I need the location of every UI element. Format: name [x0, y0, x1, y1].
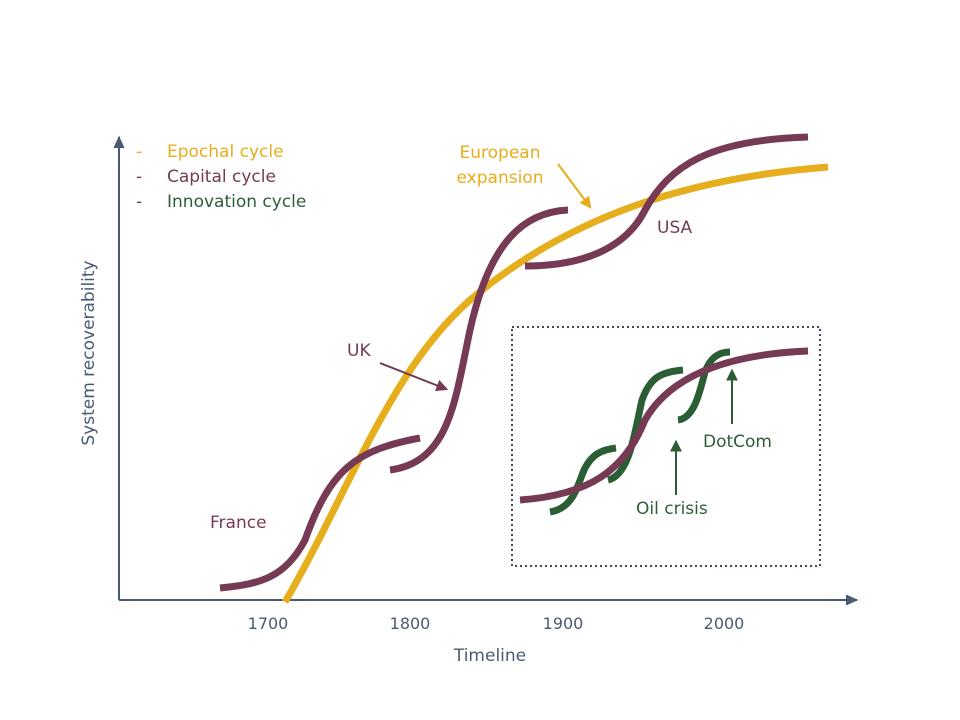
- uk-arrow: [379, 362, 449, 392]
- legend-label-epochal: Epochal cycle: [167, 142, 284, 162]
- label-france: France: [210, 513, 267, 533]
- label-dotcom: DotCom: [703, 432, 772, 452]
- x-tick-label: 1800: [390, 614, 431, 633]
- legend-dash-capital: -: [136, 167, 142, 187]
- legend-label-capital: Capital cycle: [167, 167, 276, 187]
- innovation-cycle-2: [606, 366, 684, 484]
- x-tick-label: 1900: [543, 614, 584, 633]
- legend-dash-epochal: -: [136, 142, 142, 162]
- epochal-cycle-curve: [281, 163, 829, 604]
- innovation-cycle-1: [549, 444, 617, 516]
- european-expansion-arrow: [557, 163, 592, 209]
- capital-cycle-france: [219, 434, 421, 592]
- capital-cycle-inset: [519, 347, 809, 504]
- capital-cycle-uk: [389, 206, 569, 474]
- x-axis-title: Timeline: [453, 646, 526, 666]
- label-uk: UK: [347, 341, 371, 361]
- legend-label-innovation: Innovation cycle: [167, 192, 306, 212]
- label-european-expansion-line1: European: [460, 143, 541, 163]
- label-usa: USA: [657, 218, 693, 238]
- x-tick-label: 2000: [704, 614, 745, 633]
- x-tick-label: 1700: [248, 614, 289, 633]
- inset-box: [511, 326, 821, 567]
- legend: - Epochal cycle - Capital cycle - Innova…: [136, 142, 306, 212]
- label-oil-crisis: Oil crisis: [636, 499, 708, 519]
- label-european-expansion-line2: expansion: [457, 168, 544, 188]
- capital-cycle-usa: [524, 133, 809, 270]
- legend-dash-innovation: -: [136, 192, 142, 212]
- y-axis-title: System recoverability: [79, 260, 99, 445]
